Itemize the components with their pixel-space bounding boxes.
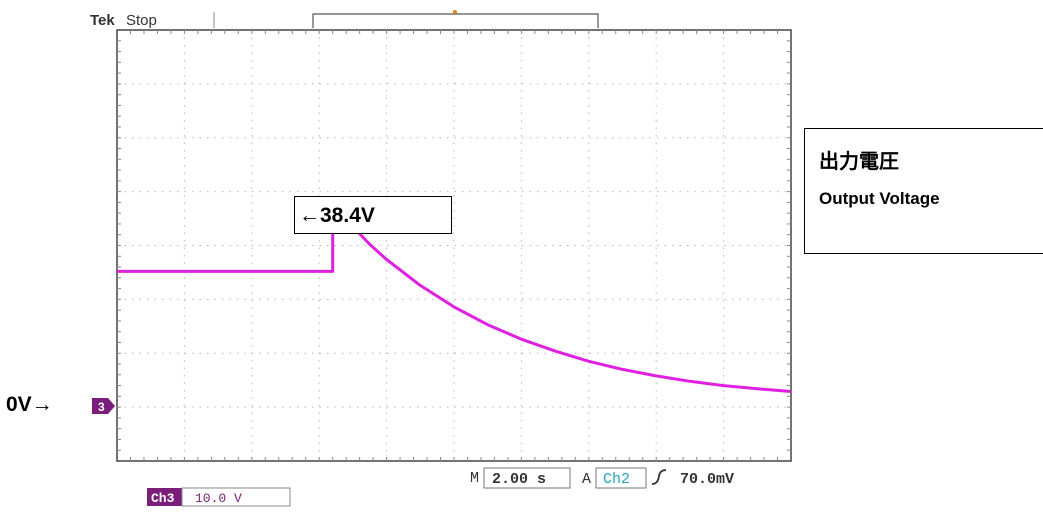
zero-volt-label: 0V→	[6, 393, 53, 416]
trigger-mode: A	[582, 471, 591, 488]
record-length-bracket	[312, 13, 599, 28]
graticule-ticks	[117, 30, 791, 461]
brand-label: Tek	[90, 12, 115, 29]
trigger-slope-icon	[651, 469, 667, 485]
peak-callout-label: ←38.4V	[299, 204, 375, 227]
graticule-frame	[116, 29, 792, 462]
legend-box: 出力電圧 Output Voltage	[804, 128, 1043, 254]
timebase-value: 2.00 s	[492, 471, 546, 488]
record-center-dot	[453, 10, 457, 14]
timebase-box	[483, 467, 571, 489]
channel-label: Ch3	[151, 491, 175, 506]
channel-marker-number: 3	[98, 400, 105, 414]
channel-scale: 10.0 V	[195, 491, 242, 506]
channel-badge	[147, 488, 182, 506]
title-japanese: 出力電圧	[819, 151, 899, 173]
peak-callout-box: ←38.4V	[294, 196, 452, 234]
title-english: Output Voltage	[819, 189, 940, 208]
channel-scale-box	[181, 487, 291, 507]
timebase-prefix: M	[470, 470, 479, 487]
trigger-source-box	[595, 467, 647, 489]
channel-3-ground-marker: 3	[92, 398, 115, 414]
status-label: Stop	[126, 12, 157, 29]
trigger-source: Ch2	[603, 471, 630, 488]
trigger-level: 70.0mV	[680, 471, 734, 488]
